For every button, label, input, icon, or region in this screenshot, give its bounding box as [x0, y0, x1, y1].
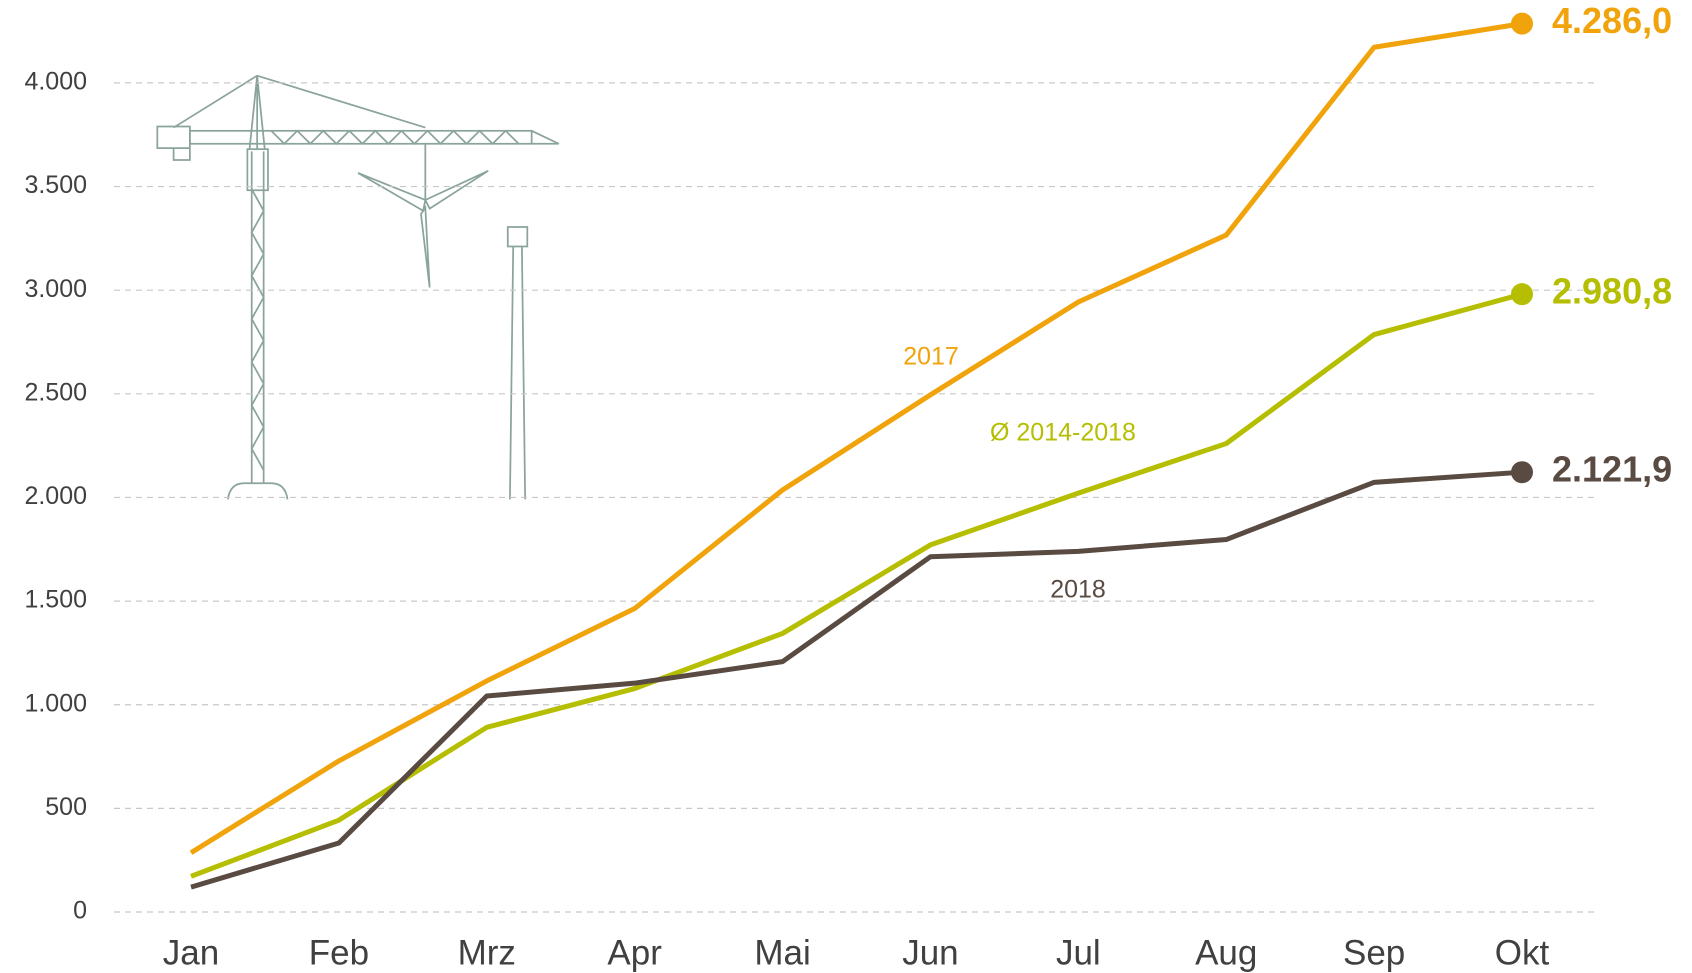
- y-tick-label: 3.500: [24, 171, 87, 199]
- series-line: [190, 291, 1523, 879]
- x-tick-label: Mrz: [458, 933, 516, 972]
- y-tick-label: 500: [45, 793, 87, 821]
- x-tick-label: Jan: [163, 933, 219, 972]
- series-label: Ø 2014-2018: [990, 419, 1136, 447]
- x-tick-label: Sep: [1343, 933, 1405, 972]
- x-tick-label: Aug: [1195, 933, 1257, 972]
- series-line: [189, 21, 1523, 855]
- y-tick-label: 1.000: [24, 689, 87, 717]
- y-tick-label: 0: [73, 897, 87, 925]
- end-label: 2.121,9: [1552, 449, 1672, 490]
- x-tick-label: Jul: [1056, 933, 1101, 972]
- y-tick-label: 1.500: [24, 586, 87, 614]
- y-tick-label: 2.000: [24, 482, 87, 510]
- x-tick-label: Feb: [309, 933, 369, 972]
- y-tick-label: 2.500: [24, 378, 87, 406]
- x-tick-label: Mai: [754, 933, 810, 972]
- end-label: 4.286,0: [1552, 0, 1672, 41]
- series-label: 2017: [903, 343, 959, 371]
- y-tick-label: 4.000: [24, 68, 87, 96]
- x-tick-label: Apr: [607, 933, 662, 972]
- x-tick-label: Jun: [902, 933, 958, 972]
- end-point: [1511, 283, 1533, 306]
- crane-illustration: [156, 74, 560, 500]
- series-label: 2018: [1050, 576, 1106, 604]
- end-point: [1511, 12, 1533, 35]
- series-line: [190, 469, 1523, 890]
- end-label: 2.980,8: [1552, 271, 1672, 312]
- y-tick-label: 3.000: [24, 275, 87, 303]
- end-point: [1511, 461, 1533, 484]
- x-tick-label: Okt: [1495, 933, 1550, 972]
